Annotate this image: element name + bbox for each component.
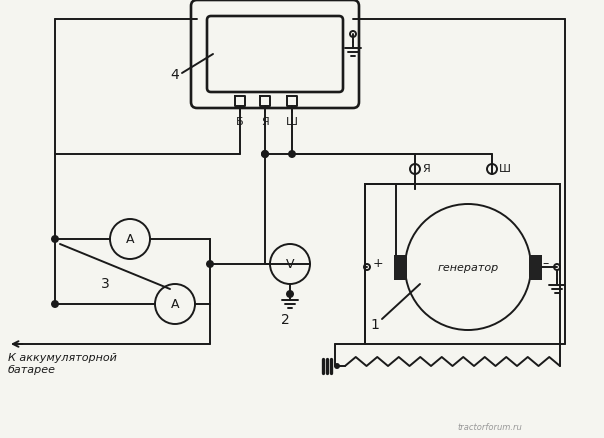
FancyBboxPatch shape xyxy=(191,1,359,109)
Text: Ш: Ш xyxy=(499,164,511,173)
Text: Ш: Ш xyxy=(286,117,298,127)
Text: Б: Б xyxy=(236,117,244,127)
Text: К аккумуляторной: К аккумуляторной xyxy=(8,352,117,362)
Text: 2: 2 xyxy=(281,312,289,326)
Text: +: + xyxy=(373,257,384,270)
Text: батарее: батарее xyxy=(8,364,56,374)
FancyBboxPatch shape xyxy=(207,17,343,93)
Text: V: V xyxy=(286,258,294,271)
Bar xyxy=(394,255,407,280)
Text: A: A xyxy=(126,233,134,246)
Text: генератор: генератор xyxy=(437,262,499,272)
Circle shape xyxy=(289,152,295,158)
Circle shape xyxy=(262,152,268,158)
Circle shape xyxy=(207,261,213,267)
Text: Я: Я xyxy=(261,117,269,127)
Text: A: A xyxy=(171,298,179,311)
Text: 4: 4 xyxy=(170,68,179,82)
Bar xyxy=(365,184,560,344)
Circle shape xyxy=(287,291,293,297)
Circle shape xyxy=(52,301,58,307)
Circle shape xyxy=(262,152,268,158)
Text: tractorforum.ru: tractorforum.ru xyxy=(458,422,522,431)
Text: –: – xyxy=(543,257,549,270)
Text: Я: Я xyxy=(422,164,430,173)
Text: 3: 3 xyxy=(101,276,109,290)
Circle shape xyxy=(335,364,339,368)
Circle shape xyxy=(52,237,58,243)
Text: 1: 1 xyxy=(371,317,379,331)
Bar xyxy=(529,255,542,280)
